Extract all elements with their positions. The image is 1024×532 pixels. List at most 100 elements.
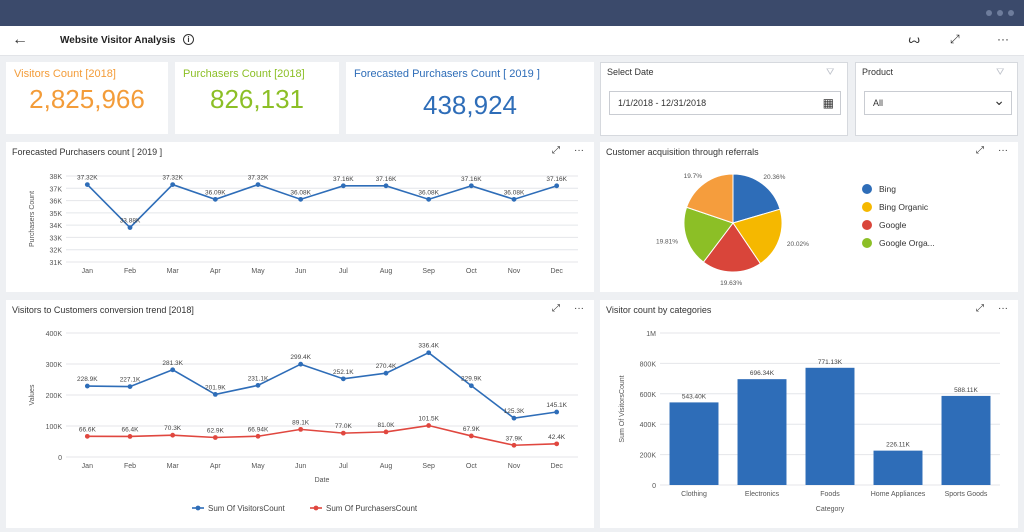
data-point — [255, 382, 261, 388]
y-tick-label: 800K — [640, 361, 657, 368]
panel-title: Customer acquisition through referrals — [606, 147, 759, 157]
window-dot[interactable] — [997, 10, 1003, 16]
more-options-icon[interactable]: ··· — [998, 145, 1008, 156]
conversion-panel: Visitors to Customers conversion trend [… — [6, 300, 594, 528]
funnel-icon[interactable]: ⛛ — [826, 67, 835, 78]
window-dot[interactable] — [1008, 10, 1014, 16]
data-label: 37.16K — [546, 176, 567, 183]
more-options-icon[interactable]: ··· — [997, 32, 1009, 46]
series-line — [86, 183, 557, 229]
y-tick-label: 37K — [50, 186, 63, 193]
bar — [669, 402, 719, 485]
y-axis-label: Sum Of VisitorsCount — [619, 375, 626, 442]
data-point — [554, 409, 560, 415]
kpi-card-purchasers[interactable]: Purchasers Count [2018] 826,131 — [175, 62, 339, 134]
data-point — [255, 182, 261, 187]
x-tick-label: Electronics — [745, 491, 780, 498]
more-options-icon[interactable]: ··· — [574, 303, 584, 314]
window-dot[interactable] — [986, 10, 992, 16]
series-line — [87, 351, 557, 419]
data-point — [298, 426, 304, 432]
kpi-label: Visitors Count [2018] — [14, 68, 116, 80]
x-tick-label: Sep — [422, 463, 435, 470]
y-tick-label: 200K — [640, 453, 657, 460]
y-tick-label: 38K — [50, 174, 63, 181]
data-point — [212, 196, 218, 202]
date-range-input[interactable]: 1/1/2018 - 12/31/2018 ▦ — [609, 91, 841, 115]
product-select[interactable]: All ⌄ — [864, 91, 1012, 115]
data-label: 543.40K — [682, 393, 707, 400]
data-point — [127, 225, 133, 230]
x-tick-label: Foods — [820, 491, 840, 498]
category-bar-chart: 0 200K 400K 600K 800K 1M 543.40K Clothing 696.34… — [619, 331, 1000, 513]
data-label: 37.16K — [461, 176, 482, 183]
data-point — [127, 434, 133, 439]
chevron-down-icon[interactable]: ⌄ — [993, 92, 1005, 108]
window-controls[interactable] — [986, 10, 1014, 16]
referrals-panel: Customer acquisition through referrals ⤢… — [600, 142, 1018, 292]
expand-icon[interactable]: ⤢ — [552, 303, 560, 314]
data-point — [212, 435, 218, 440]
x-tick-label: Mar — [167, 268, 180, 275]
kpi-card-forecast[interactable]: Forecasted Purchasers Count [ 2019 ] 438… — [346, 62, 594, 134]
forecast-panel: Forecasted Purchasers count [ 2019 ] ⤢ ··… — [6, 142, 594, 292]
data-label: 226.11K — [886, 442, 910, 449]
data-label: 36.08K — [290, 189, 311, 196]
link-icon[interactable]: ꙍ — [908, 32, 921, 46]
product-select-value: All — [873, 98, 884, 108]
data-point — [426, 423, 432, 428]
x-tick-label: Clothing — [681, 491, 707, 498]
data-label: 37.32K — [77, 175, 98, 182]
back-arrow-icon[interactable]: ← — [12, 31, 28, 48]
data-point — [170, 432, 176, 438]
data-label: 37.16K — [333, 176, 354, 183]
data-label: 66.4K — [122, 426, 140, 433]
x-tick-label: Nov — [508, 463, 521, 470]
x-tick-label: May — [251, 463, 265, 470]
legend-marker — [862, 184, 872, 194]
info-icon[interactable]: i — [183, 34, 194, 45]
data-label: 37.9K — [506, 435, 524, 442]
data-label: 252.1K — [333, 369, 354, 376]
x-tick-label: Apr — [210, 268, 222, 275]
data-label: 66.94K — [248, 426, 269, 433]
panel-title: Visitor count by categories — [606, 305, 712, 315]
data-label: 228.9K — [77, 376, 98, 383]
data-point — [212, 392, 218, 397]
x-tick-label: Aug — [380, 463, 393, 470]
funnel-icon[interactable]: ⛛ — [996, 67, 1005, 78]
x-tick-label: Sep — [422, 268, 435, 275]
y-tick-label: 300K — [46, 362, 63, 369]
data-label: 231.1K — [248, 375, 269, 382]
expand-icon[interactable]: ⤢ — [976, 145, 984, 156]
more-options-icon[interactable]: ··· — [998, 303, 1008, 314]
expand-icon[interactable]: ⤢ — [976, 303, 984, 314]
expand-icon[interactable]: ⤢ — [552, 145, 560, 156]
data-point — [468, 433, 474, 439]
data-label: 77.0K — [335, 423, 353, 430]
kpi-label: Forecasted Purchasers Count [ 2019 ] — [354, 68, 540, 80]
kpi-value: 438,924 — [423, 90, 517, 120]
y-tick-label: 31K — [50, 260, 63, 267]
data-point — [511, 442, 517, 448]
y-axis-label: Values — [29, 384, 36, 405]
window-titlebar — [0, 0, 1024, 26]
data-point — [255, 433, 261, 439]
more-options-icon[interactable]: ··· — [574, 145, 584, 156]
data-label: 145.1K — [546, 402, 567, 409]
slice-label: 20.02% — [787, 241, 809, 248]
fullscreen-icon[interactable]: ⤢ — [950, 32, 960, 46]
data-label: 336.4K — [418, 343, 439, 350]
data-point — [170, 367, 176, 373]
bar — [737, 379, 787, 485]
referrals-pie-chart: 20.36% 20.02% 19.63% 19.81% 19.7% Bing Bing Or… — [656, 173, 935, 287]
data-label: 588.11K — [954, 387, 978, 394]
legend-marker — [195, 505, 201, 511]
data-point — [340, 376, 346, 382]
calendar-icon[interactable]: ▦ — [822, 96, 834, 110]
kpi-card-visitors[interactable]: Visitors Count [2018] 2,825,966 — [6, 62, 168, 134]
conversion-line-chart: 0 100K 200K 300K 400K Jan Feb Mar Apr May Jun Jul Au… — [29, 331, 578, 513]
data-point — [468, 383, 474, 389]
bar — [941, 395, 991, 485]
y-tick-label: 200K — [46, 393, 63, 400]
